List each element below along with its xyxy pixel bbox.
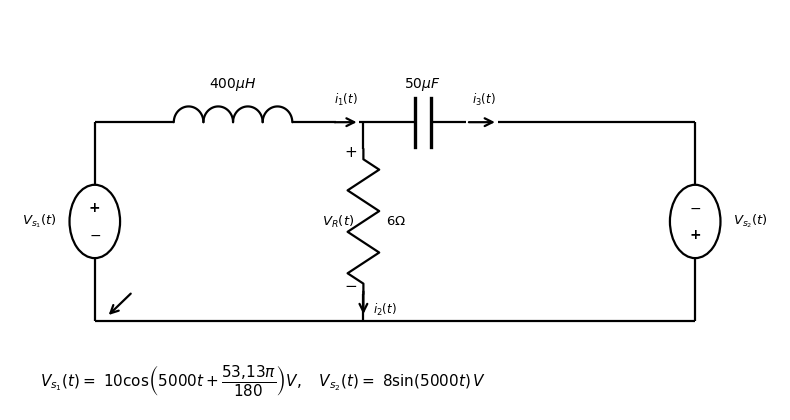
Text: +: + [690, 228, 701, 242]
Text: $i_1(t)$: $i_1(t)$ [334, 92, 358, 108]
Text: $V_R(t)$: $V_R(t)$ [322, 213, 354, 229]
Text: +: + [344, 145, 357, 160]
Text: $V_{s_1}(t) = \ 10\cos\!\left(5000t + \dfrac{53{,}13\pi}{180}\right)V,\quad V_{s: $V_{s_1}(t) = \ 10\cos\!\left(5000t + \d… [40, 363, 486, 398]
Text: +: + [89, 201, 100, 215]
Text: $i_2(t)$: $i_2(t)$ [373, 302, 397, 318]
Text: $400\mu H$: $400\mu H$ [209, 76, 257, 93]
Text: $-$: $-$ [689, 201, 702, 215]
Text: $V_{s_1}(t)$: $V_{s_1}(t)$ [22, 213, 57, 230]
Text: $V_{s_2}(t)$: $V_{s_2}(t)$ [733, 213, 768, 230]
Text: $50\mu F$: $50\mu F$ [404, 76, 441, 93]
Text: $-$: $-$ [344, 277, 357, 292]
Text: $-$: $-$ [88, 228, 101, 242]
Text: $i_3(t)$: $i_3(t)$ [472, 92, 495, 108]
Text: $6\Omega$: $6\Omega$ [386, 215, 405, 228]
